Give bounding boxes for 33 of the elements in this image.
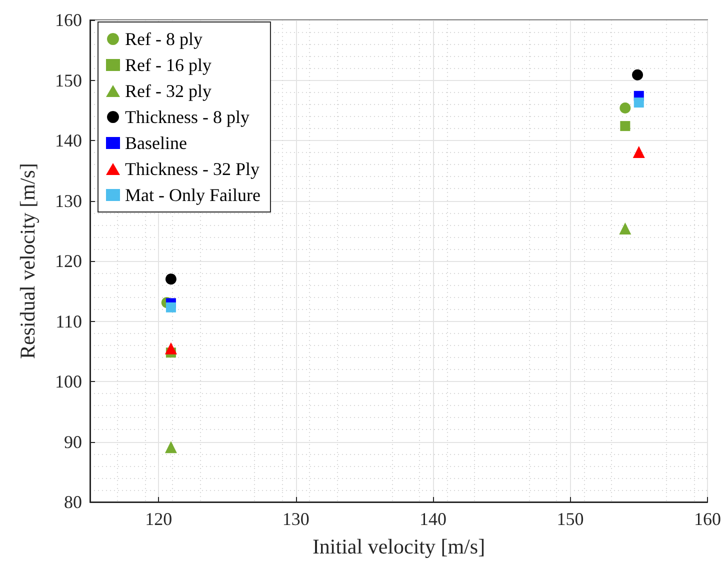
point [164, 342, 177, 354]
x-tick-label: 120 [145, 509, 172, 529]
x-tick-label: 150 [556, 509, 584, 529]
point [165, 274, 176, 285]
x-tick-label: 130 [282, 509, 310, 529]
point [166, 302, 176, 312]
point [634, 98, 644, 108]
y-tick-label: 80 [64, 492, 82, 512]
legend-label: Baseline [125, 133, 187, 153]
y-tick-label: 150 [55, 70, 82, 90]
point [632, 146, 645, 158]
point [164, 441, 177, 454]
y-tick-label: 140 [55, 130, 82, 150]
y-tick-label: 160 [55, 10, 82, 30]
y-tick-label: 90 [64, 432, 82, 452]
point [619, 222, 632, 234]
legend-label: Thickness - 32 Ply [125, 159, 260, 179]
y-axis-title: Residual velocity [m/s] [16, 163, 40, 359]
x-tick-label: 160 [694, 509, 721, 529]
x-tick-label: 140 [420, 509, 447, 529]
point [632, 69, 644, 80]
point [620, 102, 631, 114]
point [620, 121, 630, 132]
y-tick-label: 130 [55, 190, 82, 211]
y-tick-label: 100 [55, 372, 82, 392]
y-tick-label: 120 [55, 251, 82, 271]
legend-label: Ref - 32 ply [125, 81, 212, 101]
legend-label: Mat - Only Failure [125, 185, 260, 205]
x-axis-title: Initial velocity [m/s] [312, 534, 486, 558]
legend-label: Ref - 8 ply [125, 29, 202, 49]
legend-label: Ref - 16 ply [125, 55, 212, 75]
legend-label: Thickness - 8 ply [125, 107, 250, 127]
y-tick-label: 110 [56, 311, 82, 332]
